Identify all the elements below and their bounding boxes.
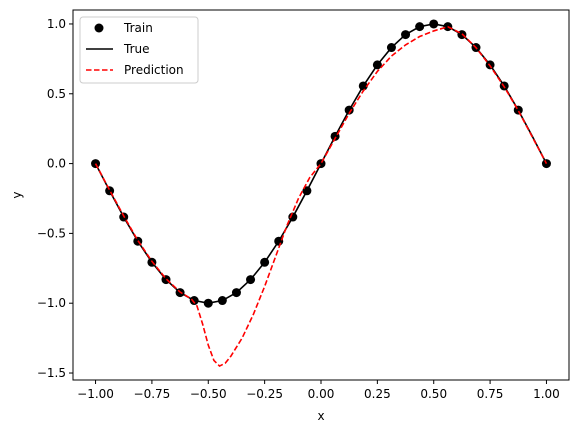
train-point — [415, 22, 425, 32]
legend-true-label: True — [123, 42, 150, 56]
x-axis: −1.00 −0.75 −0.50 −0.25 0.00 0.25 0.50 0.75 1.00 — [77, 380, 560, 401]
legend: Train True Prediction — [79, 16, 199, 84]
legend-train-label: Train — [123, 21, 153, 35]
legend-box — [79, 16, 199, 84]
y-axis: −1.5 −1.0 −0.5 0.0 0.5 1.0 — [37, 17, 73, 380]
x-tick-label: −0.25 — [246, 387, 283, 401]
x-tick-label: 0.50 — [420, 387, 447, 401]
train-point — [358, 81, 368, 91]
x-tick-label: 1.00 — [533, 387, 560, 401]
y-axis-title: y — [10, 191, 24, 198]
x-tick-label: −0.75 — [134, 387, 171, 401]
y-tick-label: 0.0 — [47, 157, 66, 171]
train-point — [429, 19, 439, 29]
train-point — [288, 212, 298, 222]
y-tick-label: 1.0 — [47, 17, 66, 31]
train-point — [260, 257, 270, 267]
series-layer — [91, 19, 551, 368]
x-tick-label: 0.75 — [477, 387, 504, 401]
train-point — [513, 105, 523, 115]
train-point — [401, 30, 411, 40]
x-tick-label: −1.00 — [77, 387, 114, 401]
train-point — [203, 298, 213, 308]
y-tick-label: −0.5 — [37, 226, 66, 240]
train-point — [217, 296, 227, 306]
train-point — [189, 296, 199, 306]
train-point — [105, 186, 115, 196]
train-point — [372, 60, 382, 70]
y-tick-label: −1.5 — [37, 366, 66, 380]
x-axis-title: x — [317, 409, 324, 423]
train-point — [386, 43, 396, 53]
series-prediction-line — [94, 25, 548, 368]
train-point — [246, 275, 256, 285]
y-tick-label: 0.5 — [47, 87, 66, 101]
x-tick-label: −0.50 — [190, 387, 227, 401]
train-point — [344, 105, 354, 115]
x-tick-label: 0.00 — [308, 387, 335, 401]
x-tick-label: 0.25 — [364, 387, 391, 401]
legend-prediction-label: Prediction — [124, 63, 184, 77]
y-tick-label: −1.0 — [37, 296, 66, 310]
train-point — [231, 288, 241, 298]
legend-train-marker — [94, 23, 104, 33]
